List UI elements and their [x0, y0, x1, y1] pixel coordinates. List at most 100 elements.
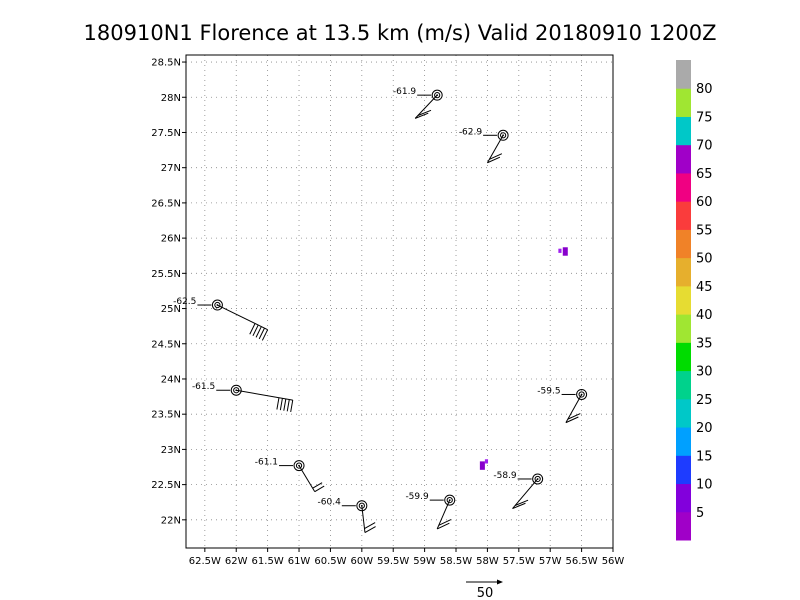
wind-observations: -61.9 -62.9 -62.5 -61.5 -59.5 -61.1 -60.4 -59.9… [173, 87, 588, 533]
x-axis-ticks: 62.5W 62W 61.5W 61W 60.5W 60W 59.5W 59W 58.5W 58W… [189, 548, 624, 567]
point-inner-ring [446, 497, 453, 504]
colorbar-label: 5 [696, 506, 704, 521]
y-tick-label: 25.5N [151, 269, 181, 280]
wind-barb-feather [312, 482, 323, 489]
y-tick-label: 25N [161, 304, 181, 315]
x-tick-label: 58W [476, 556, 499, 567]
observation-point: -62.9 [459, 127, 509, 164]
point-outer-ring [356, 500, 368, 512]
colorbar-label: 35 [696, 336, 713, 351]
colorbar-segment [676, 229, 691, 259]
colorbar-label: 10 [696, 478, 713, 493]
wind-barb-shaft [486, 135, 504, 164]
wind-barb-feather [512, 502, 526, 510]
reference-arrow-head [497, 579, 503, 585]
filled-cell [558, 248, 562, 253]
point-outer-ring [211, 299, 223, 311]
colorbar-segment [676, 285, 691, 315]
filled-cell [484, 459, 489, 464]
x-tick-label: 61.5W [252, 556, 284, 567]
colorbar-label: 15 [696, 449, 713, 464]
x-tick-label: 61W [288, 556, 311, 567]
point-outer-ring [444, 494, 456, 506]
observation-point: -59.5 [537, 386, 588, 424]
colorbar-label: 40 [696, 308, 713, 323]
y-tick-label: 22N [161, 515, 181, 526]
point-inner-ring [214, 301, 221, 309]
observation-point: -59.9 [405, 492, 456, 530]
colorbar-label: 60 [696, 195, 713, 210]
wind-barb-feather [567, 413, 581, 420]
colorbar-label: 75 [696, 110, 713, 125]
reference-vector-label: 50 [477, 586, 494, 600]
x-tick-label: 62.5W [189, 556, 221, 567]
filled-cell [562, 247, 568, 256]
wind-barb-feather [258, 327, 265, 340]
wind-barb-feather [415, 112, 429, 119]
colorbar-label: 45 [696, 280, 713, 295]
grid-lines [186, 55, 614, 548]
point-value-label: -60.4 [318, 498, 342, 508]
y-tick-label: 27N [161, 163, 181, 174]
y-tick-label: 22.5N [151, 480, 181, 491]
chart-title: 180910N1 Florence at 13.5 km (m/s) Valid… [84, 21, 717, 45]
colorbar-label: 20 [696, 421, 713, 436]
point-value-label: -61.9 [393, 87, 417, 97]
colorbar-segment [676, 342, 691, 372]
reference-vector: 50 [466, 579, 503, 600]
y-tick-label: 24N [161, 374, 181, 385]
wind-barb-feather [436, 522, 450, 530]
point-value-label: -59.9 [405, 492, 429, 502]
y-tick-label: 28N [161, 93, 181, 104]
wind-barb-feather [438, 519, 452, 526]
point-value-label: -61.5 [192, 382, 215, 392]
wind-barb-feather [261, 329, 269, 341]
colorbar-segment [676, 144, 691, 174]
point-inner-ring [434, 92, 441, 99]
wind-barb-feather [364, 526, 376, 533]
wind-barb-shaft [298, 465, 316, 492]
point-inner-ring [578, 391, 585, 398]
y-tick-label: 23N [161, 445, 181, 456]
colorbar-segment [676, 201, 691, 230]
point-inner-ring [500, 132, 507, 139]
colorbar-segment [676, 60, 691, 89]
plot-frame [185, 54, 614, 549]
x-tick-label: 60W [351, 556, 374, 567]
wind-barb-feather [417, 109, 432, 116]
colorbar-segment [676, 427, 691, 456]
wind-barb-feather [314, 485, 325, 493]
wind-barb-feather [255, 326, 262, 338]
wind-barb-feather [290, 400, 294, 413]
wind-barb-feather [364, 522, 376, 529]
wind-barb-feather [489, 153, 503, 160]
wind-barb-feather [283, 398, 287, 411]
wind-barb-feather [249, 323, 256, 335]
point-outer-ring [497, 129, 509, 141]
wind-barb-shaft [217, 304, 268, 331]
point-value-label: -62.9 [459, 127, 483, 137]
point-outer-ring [576, 388, 588, 400]
filled-cell [479, 461, 485, 470]
observation-point: -62.5 [173, 297, 269, 341]
y-axis-ticks: 22N 22.5N 23N 23.5N 24N 24.5N 25N 25.5N 26N 26.5N… [151, 58, 186, 526]
y-tick-label: 26N [161, 234, 181, 245]
y-tick-label: 26.5N [151, 198, 181, 209]
colorbar: 5 10 15 20 25 30 35 40 45 50 55 60 65 70 75 80 [676, 60, 713, 541]
x-tick-label: 60.5W [314, 556, 346, 567]
colorbar-segment [676, 455, 691, 485]
colorbar-segment [676, 511, 691, 541]
wind-barb-feather [252, 324, 259, 337]
observation-point: -58.9 [493, 471, 544, 510]
y-tick-label: 27.5N [151, 128, 181, 139]
colorbar-segment [676, 172, 691, 202]
colorbar-label: 70 [696, 139, 713, 154]
point-value-label: -59.5 [537, 386, 560, 396]
wind-barb-shaft [236, 389, 293, 401]
point-value-label: -62.5 [173, 297, 196, 307]
colorbar-segment [676, 314, 691, 343]
x-tick-label: 57W [539, 556, 562, 567]
point-outer-ring [293, 460, 305, 472]
point-value-label: -58.9 [493, 471, 517, 481]
